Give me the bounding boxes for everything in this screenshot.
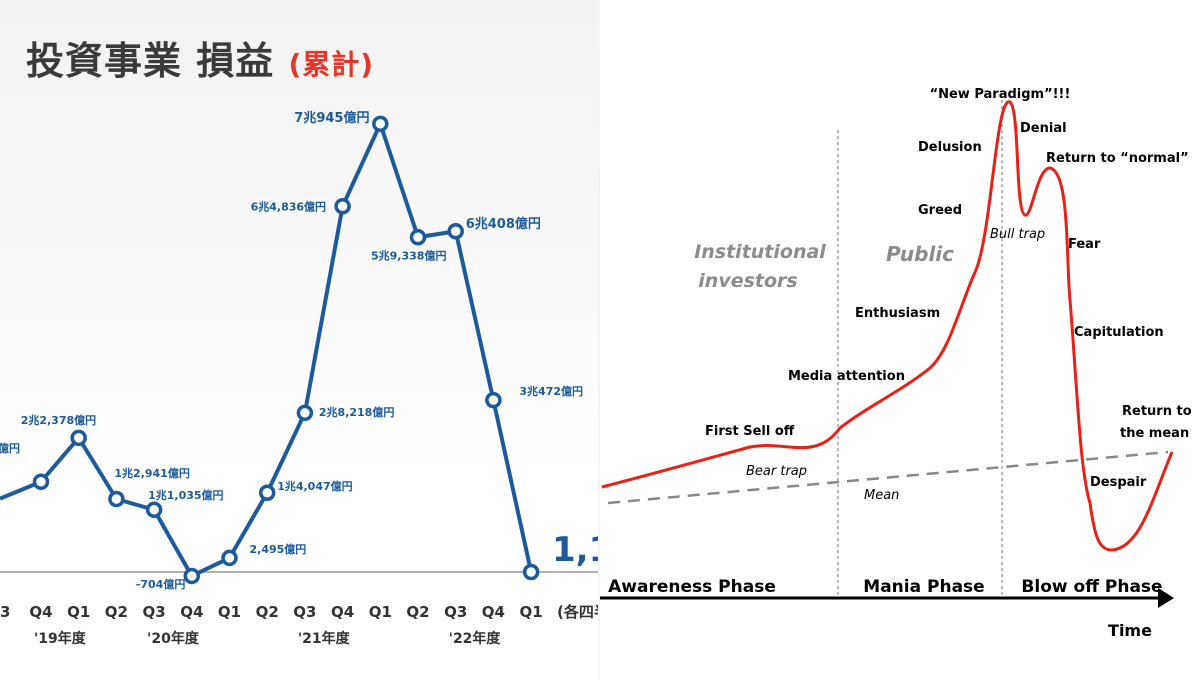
time-label: Time xyxy=(1108,621,1152,640)
data-label: 6兆4,836億円 xyxy=(251,199,326,213)
group-label-public: Public xyxy=(886,242,954,266)
tick-label: Q2 xyxy=(105,603,128,621)
label-capitulation: Capitulation xyxy=(1074,325,1164,340)
data-point xyxy=(145,501,163,519)
data-point xyxy=(485,391,502,409)
data-label: 1兆2,941億円 xyxy=(114,466,189,480)
tick-label: Q4 xyxy=(482,603,505,621)
data-point xyxy=(447,222,464,240)
label-bear-trap: Bear trap xyxy=(746,464,807,479)
series-line xyxy=(39,121,534,578)
tick-label-tail: (各四半 xyxy=(557,603,598,621)
data-label: 2兆8,218億円 xyxy=(319,405,394,419)
time-axis-arrow xyxy=(1158,588,1174,608)
label-enthusiasm: Enthusiasm xyxy=(855,306,940,321)
label-return-mean: the mean xyxy=(1120,426,1189,441)
tick-label: Q4 xyxy=(29,603,52,621)
label-first-sell-off: First Sell off xyxy=(705,424,795,439)
tick-label: Q1 xyxy=(67,603,90,621)
year-label: '20年度 xyxy=(147,630,200,647)
year-label: '21年度 xyxy=(298,630,351,647)
tick-label: Q3 xyxy=(293,603,316,621)
data-point xyxy=(258,484,276,502)
data-label: 2兆2,378億円 xyxy=(21,413,96,427)
bubble-phases-chart: Institutional investors Public “New Para… xyxy=(600,87,1192,640)
tick-label-cut: 3 xyxy=(0,603,10,621)
year-label: '22年度 xyxy=(449,630,502,647)
mean-line xyxy=(607,450,1169,505)
chart-title-main: 投資事業 損益 xyxy=(26,39,275,83)
investment-pl-panel: 投資事業 損益 (累計) 2兆2,378億円 1兆2,941億円 1兆1,035億円… xyxy=(0,0,598,680)
data-label: 1兆4,047億円 xyxy=(277,479,352,493)
tick-label: Q3 xyxy=(142,603,165,621)
year-label: '19年度 xyxy=(34,630,87,647)
bubble-curve xyxy=(601,100,1174,552)
bubble-phases-panel: Institutional investors Public “New Para… xyxy=(600,0,1200,680)
data-point xyxy=(372,115,389,133)
data-label: -704億円 xyxy=(136,577,186,591)
label-denial: Denial xyxy=(1020,121,1067,136)
tick-label: Q1 xyxy=(369,603,392,621)
tick-label: Q3 xyxy=(444,603,467,621)
data-label: 5兆9,338億円 xyxy=(371,248,446,262)
data-point xyxy=(409,229,427,246)
phase-label-awareness: Awareness Phase xyxy=(608,577,776,597)
data-label: 3兆472億円 xyxy=(519,384,583,398)
group-label-institutional: investors xyxy=(698,270,797,292)
data-point xyxy=(32,473,50,490)
label-return-normal: Return to “normal” xyxy=(1046,151,1189,166)
data-point xyxy=(70,429,87,447)
tick-label: Q1 xyxy=(519,603,542,621)
label-return-mean: Return to xyxy=(1122,404,1192,419)
phase-label-blowoff: Blow off Phase xyxy=(1021,577,1162,597)
tick-label: Q4 xyxy=(331,603,354,621)
tick-label: Q4 xyxy=(180,603,203,621)
tick-label: Q2 xyxy=(256,603,279,621)
chart-title: 投資事業 損益 (累計) xyxy=(26,30,374,85)
data-label: 2,495億円 xyxy=(250,542,307,556)
data-point xyxy=(108,490,125,508)
tick-label: Q1 xyxy=(218,603,241,621)
data-label-cut: 億円 xyxy=(0,441,20,455)
chart-title-sub: (累計) xyxy=(288,48,375,81)
label-despair: Despair xyxy=(1090,475,1147,490)
data-point xyxy=(183,567,201,585)
data-label-last: 1,1 xyxy=(552,530,598,570)
tick-label: Q2 xyxy=(406,603,429,621)
label-delusion: Delusion xyxy=(918,140,982,155)
investment-line-chart: 2兆2,378億円 1兆2,941億円 1兆1,035億円 -704億円 2,495億円… xyxy=(0,110,598,647)
label-new-paradigm: “New Paradigm”!!! xyxy=(930,87,1071,102)
data-point xyxy=(296,404,314,422)
phase-label-mania: Mania Phase xyxy=(863,577,984,597)
data-point xyxy=(522,563,540,581)
label-fear: Fear xyxy=(1068,237,1101,252)
data-label: 7兆945億円 xyxy=(294,110,369,126)
data-label: 1兆1,035億円 xyxy=(148,488,223,502)
label-greed: Greed xyxy=(918,203,962,218)
data-label: 6兆408億円 xyxy=(466,216,541,232)
data-point xyxy=(334,198,351,215)
label-bull-trap: Bull trap xyxy=(990,227,1045,242)
label-media-attention: Media attention xyxy=(788,369,905,384)
label-mean: Mean xyxy=(864,488,899,503)
group-label-institutional: Institutional xyxy=(694,241,826,263)
data-point xyxy=(221,549,238,567)
